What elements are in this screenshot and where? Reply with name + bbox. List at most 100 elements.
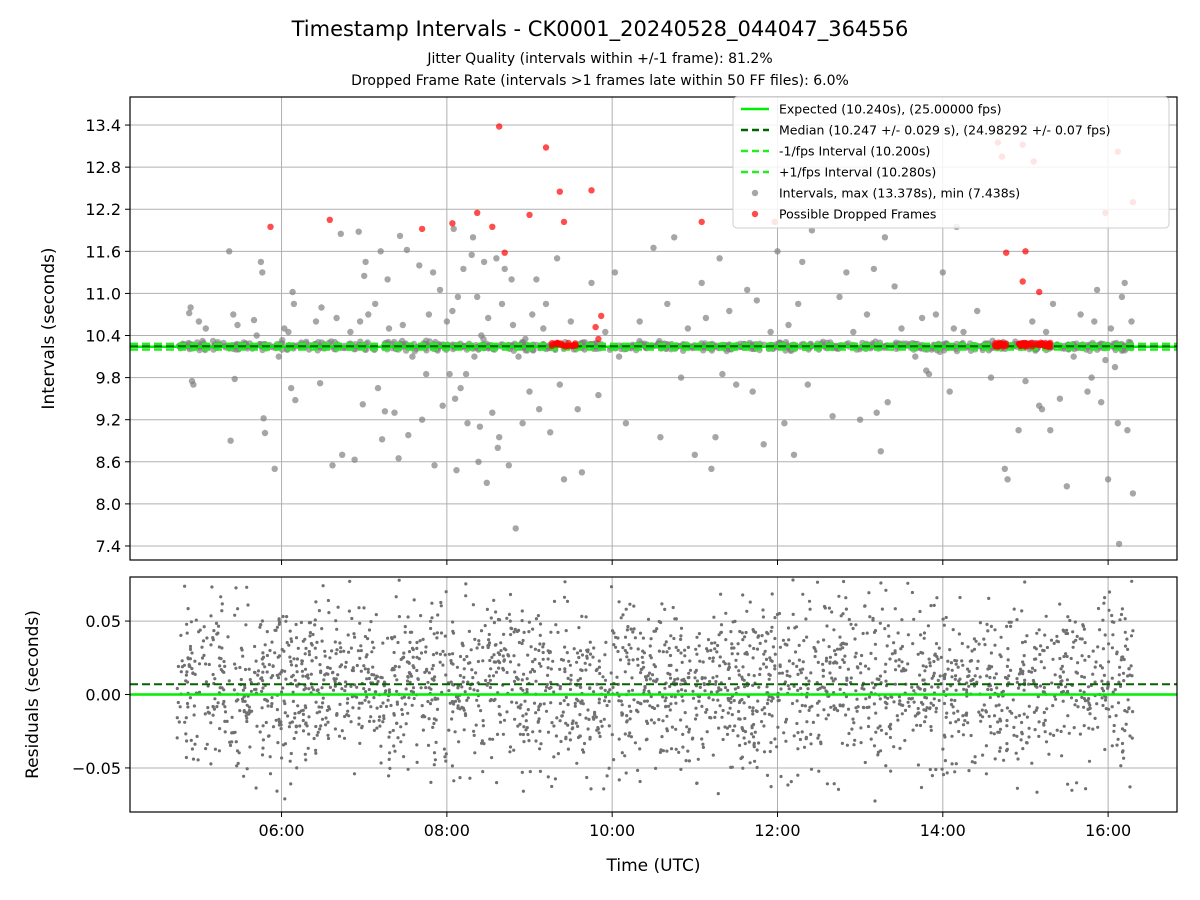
residual-point [403, 702, 407, 706]
residual-point [816, 660, 820, 665]
residual-point [878, 724, 882, 728]
residual-point [1102, 601, 1106, 605]
residual-point [552, 690, 556, 694]
residual-point [508, 619, 512, 623]
residual-point [924, 696, 929, 700]
interval-point [260, 415, 267, 422]
residual-point [603, 678, 608, 682]
residual-point [1123, 630, 1127, 634]
interval-point [671, 234, 678, 241]
residual-point [860, 653, 864, 658]
residual-point [266, 704, 270, 708]
residual-point [918, 723, 923, 728]
residual-point [828, 655, 833, 659]
residual-point [824, 656, 829, 660]
residual-point [276, 741, 280, 745]
residual-point [730, 652, 734, 656]
residual-point [1084, 787, 1088, 791]
residual-point [188, 696, 192, 700]
residual-point [1074, 699, 1078, 703]
residual-point [987, 714, 991, 718]
interval-point [574, 406, 581, 413]
residual-point [741, 638, 745, 642]
residual-point [265, 653, 269, 658]
residual-point [439, 600, 443, 605]
residual-point [244, 714, 248, 718]
residual-point [719, 623, 724, 627]
residual-point [721, 737, 725, 742]
interval-point [474, 293, 481, 301]
residual-point [588, 652, 593, 656]
residual-point [1112, 723, 1116, 728]
residual-point [1027, 704, 1031, 708]
residual-point [415, 743, 419, 747]
residual-point [185, 739, 189, 743]
residual-point [709, 690, 714, 694]
residual-point [934, 767, 938, 772]
residual-point [701, 660, 705, 664]
residual-point [239, 677, 243, 682]
residual-point [475, 646, 479, 650]
interval-point [1128, 318, 1135, 325]
residual-point [521, 714, 525, 718]
interval-point [856, 416, 864, 423]
residual-point [570, 721, 574, 726]
residual-point [990, 665, 994, 669]
residual-point [477, 639, 481, 643]
residual-point [392, 650, 396, 655]
residual-point [1075, 634, 1079, 639]
interval-point [475, 458, 482, 465]
residual-point [874, 730, 878, 734]
residual-point [427, 717, 431, 721]
residual-point [242, 709, 246, 713]
residual-point [1002, 758, 1006, 762]
residual-point [966, 667, 970, 671]
residual-point [883, 627, 887, 631]
residual-point [679, 651, 683, 655]
residual-point [484, 678, 488, 683]
residual-point [674, 701, 678, 705]
residual-point [883, 670, 887, 674]
residual-point [925, 706, 929, 710]
residual-point [1062, 654, 1066, 659]
residual-point [204, 747, 208, 751]
residual-point [450, 717, 454, 721]
residual-point [607, 724, 611, 728]
residual-point [600, 724, 604, 728]
residual-point [779, 774, 783, 779]
residual-point [1101, 618, 1105, 622]
residual-point [499, 641, 503, 645]
residual-point [447, 652, 451, 656]
residual-point [198, 628, 202, 632]
residual-point [487, 681, 491, 685]
residual-point [701, 742, 705, 746]
residual-point [563, 670, 567, 674]
residual-point [773, 652, 777, 656]
legend-expected-label: Expected (10.240s), (25.00000 fps) [779, 102, 1001, 117]
interval-point [829, 413, 836, 420]
residual-point [295, 657, 299, 661]
residual-point [1011, 698, 1015, 702]
residual-point [703, 676, 707, 680]
residual-point [304, 758, 308, 762]
interval-point [429, 269, 437, 276]
residual-point [1076, 661, 1080, 665]
residual-point [472, 688, 476, 692]
residual-point [566, 703, 570, 707]
residual-point [334, 619, 338, 623]
residual-point [1115, 743, 1119, 747]
residual-point [415, 760, 419, 765]
residual-point [617, 600, 621, 604]
residual-point [786, 684, 790, 688]
residual-point [641, 649, 645, 653]
residual-point [293, 678, 297, 682]
residual-point [1065, 628, 1069, 632]
x-tick-label: 16:00 [1085, 821, 1131, 840]
residual-point [204, 680, 208, 684]
interval-point [290, 300, 298, 308]
residual-point [963, 719, 967, 723]
residual-point [636, 710, 640, 714]
interval-point [533, 276, 540, 283]
residual-point [1110, 744, 1114, 748]
interval-point [925, 370, 933, 378]
